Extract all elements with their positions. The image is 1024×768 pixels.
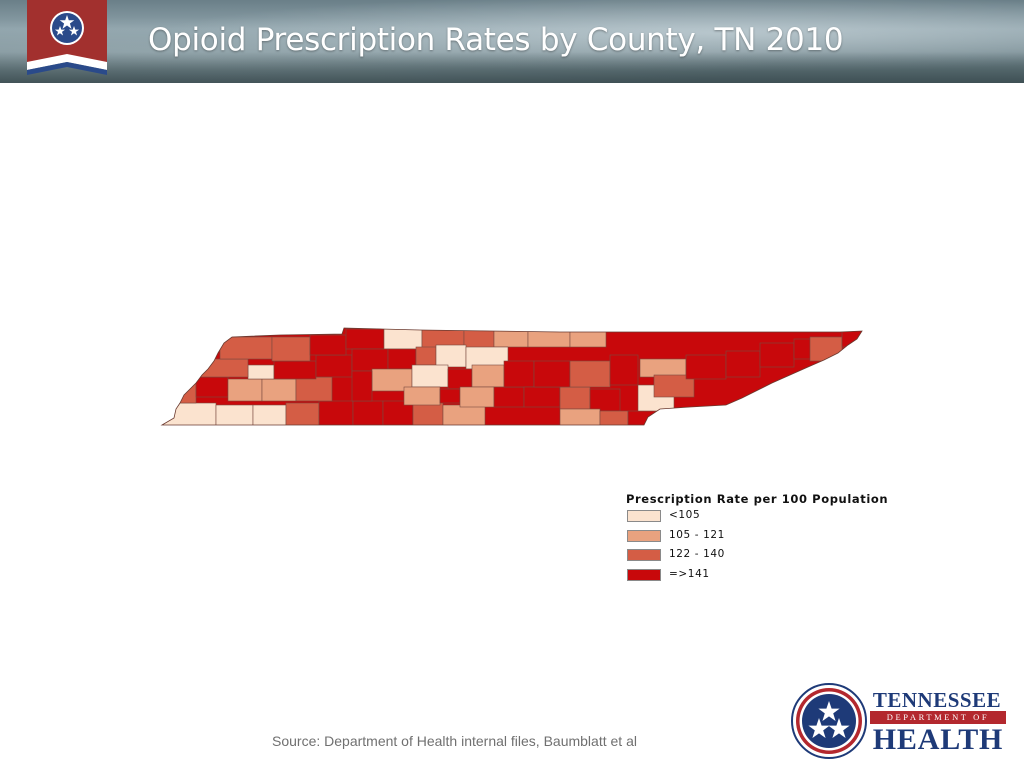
header-mountain-background xyxy=(0,52,1024,83)
slide-header: Opioid Prescription Rates by County, TN … xyxy=(0,0,1024,83)
map-legend: Prescription Rate per 100 Population <10… xyxy=(626,492,916,584)
legend-label: 105 - 121 xyxy=(669,528,725,541)
source-citation: Source: Department of Health internal fi… xyxy=(272,733,637,749)
legend-item: 105 - 121 xyxy=(626,528,916,546)
tennessee-tristar-seal-icon xyxy=(791,683,867,759)
legend-item: 122 - 140 xyxy=(626,547,916,565)
legend-swatch xyxy=(627,510,661,522)
logo-text-tennessee: TENNESSEE xyxy=(872,688,1002,712)
legend-label: <105 xyxy=(669,509,701,521)
logo-text-department: DEPARTMENT OF xyxy=(870,711,1006,724)
legend-swatch xyxy=(627,549,661,561)
tennessee-county-map xyxy=(160,327,863,426)
legend-swatch xyxy=(627,568,661,581)
legend-item: =>141 xyxy=(626,567,916,585)
legend-label: 122 - 140 xyxy=(669,548,725,560)
tn-health-logo: TENNESSEE DEPARTMENT OF HEALTH xyxy=(790,682,1010,760)
legend-label: =>141 xyxy=(669,567,710,580)
logo-text-health: HEALTH xyxy=(872,723,1004,756)
legend-item: <105 xyxy=(626,508,916,526)
tennessee-tristar-banner-icon xyxy=(27,0,107,75)
legend-title: Prescription Rate per 100 Population xyxy=(626,492,889,506)
page-title: Opioid Prescription Rates by County, TN … xyxy=(148,22,844,58)
legend-swatch xyxy=(627,529,661,542)
